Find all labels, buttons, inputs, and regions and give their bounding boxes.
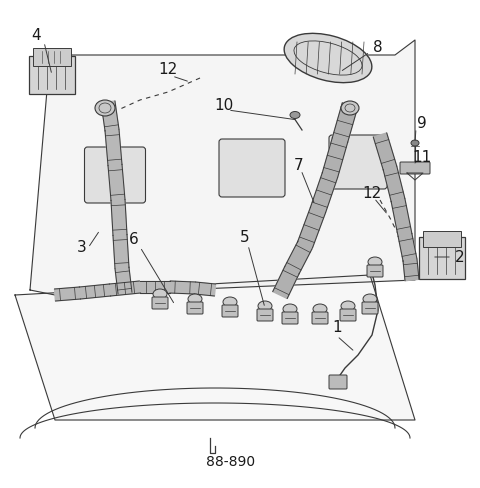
Text: 4: 4 <box>31 27 41 42</box>
Text: 1: 1 <box>332 321 342 336</box>
Polygon shape <box>15 275 415 420</box>
Text: 2: 2 <box>455 249 465 264</box>
Polygon shape <box>273 266 299 299</box>
Polygon shape <box>311 172 337 213</box>
Polygon shape <box>398 234 417 262</box>
Text: 8: 8 <box>373 41 383 56</box>
Ellipse shape <box>363 294 377 304</box>
Text: 3: 3 <box>77 241 87 256</box>
Ellipse shape <box>411 140 419 146</box>
Ellipse shape <box>368 257 382 267</box>
Text: 12: 12 <box>158 62 178 78</box>
FancyBboxPatch shape <box>29 56 75 94</box>
Ellipse shape <box>290 111 300 119</box>
FancyBboxPatch shape <box>419 237 465 279</box>
Text: 88-890: 88-890 <box>206 455 255 469</box>
FancyBboxPatch shape <box>282 312 298 324</box>
Ellipse shape <box>95 100 115 116</box>
Polygon shape <box>322 138 348 177</box>
FancyBboxPatch shape <box>152 297 168 309</box>
Ellipse shape <box>223 297 237 307</box>
Polygon shape <box>111 200 127 235</box>
FancyBboxPatch shape <box>329 135 387 189</box>
FancyBboxPatch shape <box>33 48 71 66</box>
Ellipse shape <box>341 101 359 115</box>
FancyBboxPatch shape <box>222 305 238 317</box>
Ellipse shape <box>341 301 355 311</box>
Polygon shape <box>30 40 415 295</box>
FancyBboxPatch shape <box>340 309 356 321</box>
FancyBboxPatch shape <box>187 302 203 314</box>
Text: 11: 11 <box>412 150 432 165</box>
Text: 5: 5 <box>240 230 250 245</box>
Polygon shape <box>298 207 325 248</box>
Polygon shape <box>55 287 81 301</box>
FancyBboxPatch shape <box>84 147 145 203</box>
Polygon shape <box>285 241 312 274</box>
Polygon shape <box>115 267 132 294</box>
Polygon shape <box>109 281 141 296</box>
Ellipse shape <box>153 289 167 299</box>
Polygon shape <box>383 166 405 202</box>
FancyBboxPatch shape <box>400 162 430 174</box>
Polygon shape <box>391 199 412 236</box>
Polygon shape <box>113 235 129 268</box>
Polygon shape <box>170 281 195 294</box>
Polygon shape <box>79 284 110 299</box>
FancyBboxPatch shape <box>219 139 285 197</box>
FancyBboxPatch shape <box>423 231 461 247</box>
Polygon shape <box>101 101 119 131</box>
Ellipse shape <box>258 301 272 311</box>
Text: 6: 6 <box>129 232 139 247</box>
FancyBboxPatch shape <box>362 302 378 314</box>
FancyBboxPatch shape <box>329 375 347 389</box>
Ellipse shape <box>283 304 297 314</box>
FancyBboxPatch shape <box>367 265 383 277</box>
Polygon shape <box>108 164 125 201</box>
Ellipse shape <box>313 304 327 314</box>
Ellipse shape <box>284 33 372 82</box>
FancyBboxPatch shape <box>312 312 328 324</box>
Text: 10: 10 <box>215 98 234 113</box>
Text: 7: 7 <box>294 158 304 172</box>
Ellipse shape <box>188 294 202 304</box>
Polygon shape <box>373 133 396 170</box>
Polygon shape <box>140 281 170 293</box>
Polygon shape <box>403 259 419 281</box>
Text: 12: 12 <box>362 185 382 201</box>
Polygon shape <box>194 282 216 296</box>
FancyBboxPatch shape <box>257 309 273 321</box>
Text: 9: 9 <box>417 117 427 131</box>
Polygon shape <box>105 129 122 165</box>
Polygon shape <box>332 103 358 142</box>
